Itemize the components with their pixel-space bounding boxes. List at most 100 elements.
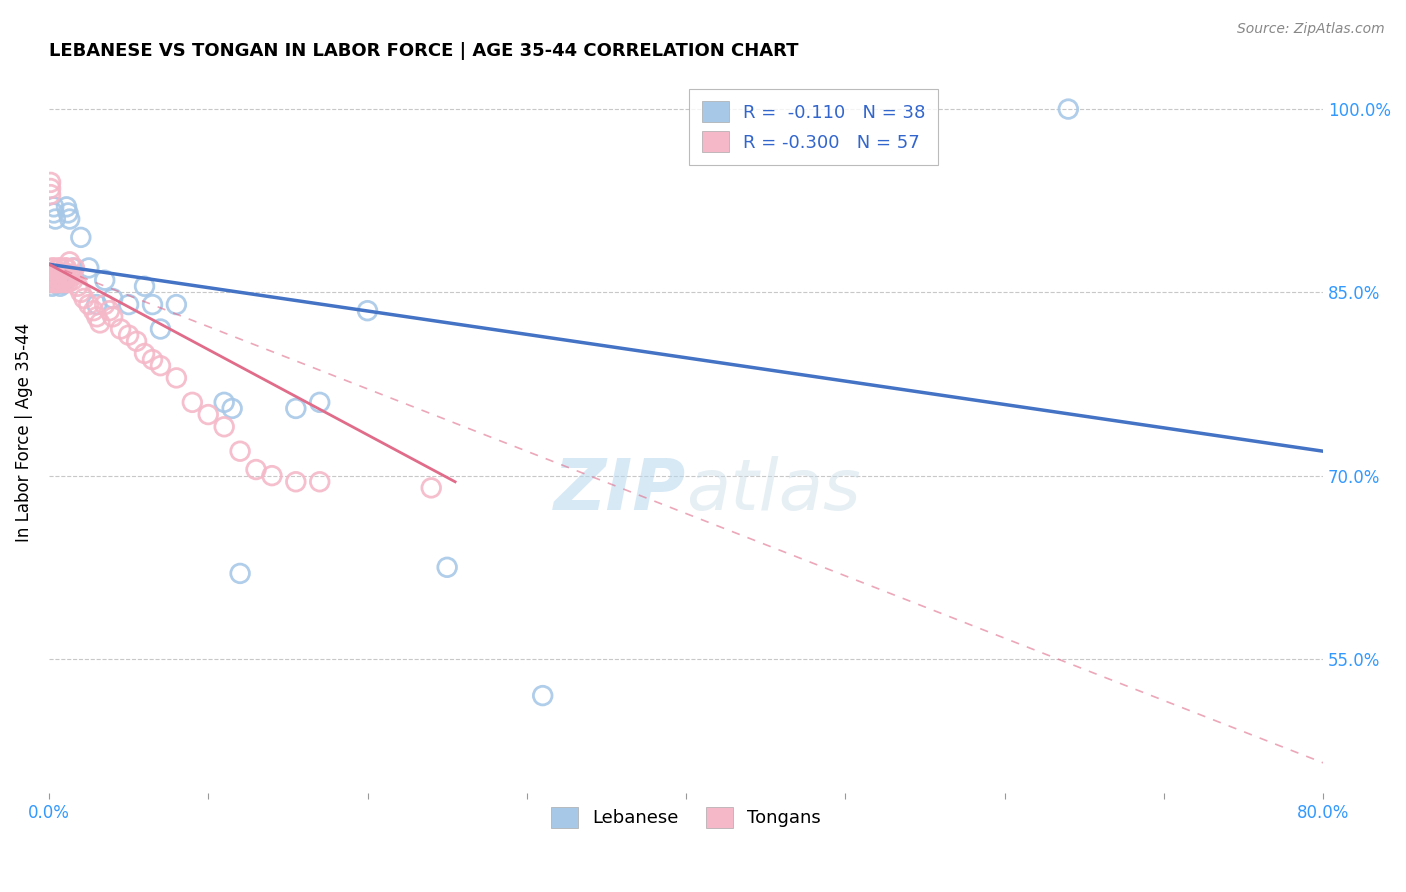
Point [39,187,62,202]
Point [308,395,330,409]
Point [48,270,70,285]
Point [45,263,67,277]
Point [42,206,65,220]
Point [41,276,63,290]
Point [149,322,172,336]
Point [59,212,82,227]
Point [134,279,156,293]
Point [41,273,63,287]
Point [41,260,63,275]
Point [86,310,108,324]
Point [42,260,65,275]
Point [45,273,67,287]
Point [59,255,82,269]
Point [49,260,72,275]
Point [69,285,91,300]
Point [53,267,76,281]
Point [39,276,62,290]
Point [212,395,235,409]
Text: atlas: atlas [686,456,860,525]
Point [41,267,63,281]
Point [48,267,70,281]
Point [56,276,79,290]
Point [39,181,62,195]
Point [308,475,330,489]
Point [212,419,235,434]
Point [56,206,79,220]
Point [73,292,96,306]
Point [260,468,283,483]
Point [117,328,139,343]
Point [48,260,70,275]
Point [141,297,163,311]
Point [134,346,156,360]
Point [1057,102,1080,116]
Point [93,273,115,287]
Point [110,322,132,336]
Point [229,444,252,458]
Point [53,273,76,287]
Point [45,270,67,285]
Point [165,297,187,311]
Point [51,270,73,285]
Point [245,462,267,476]
Point [42,200,65,214]
Point [229,566,252,581]
Point [284,401,307,416]
Y-axis label: In Labor Force | Age 35-44: In Labor Force | Age 35-44 [15,323,32,542]
Point [48,276,70,290]
Point [51,273,73,287]
Point [77,260,100,275]
Point [165,371,187,385]
Point [125,334,148,349]
Point [284,475,307,489]
Point [98,303,121,318]
Point [60,267,83,281]
Point [436,560,458,574]
Point [63,260,86,275]
Point [56,267,79,281]
Point [41,279,63,293]
Point [53,260,76,275]
Point [117,297,139,311]
Text: ZIP: ZIP [554,456,686,525]
Point [52,277,75,291]
Point [39,270,62,285]
Point [55,260,77,275]
Point [531,689,554,703]
Legend: Lebanese, Tongans: Lebanese, Tongans [544,799,828,835]
Point [93,297,115,311]
Point [86,297,108,311]
Point [45,270,67,285]
Point [49,279,72,293]
Point [141,352,163,367]
Point [66,279,89,293]
Point [420,481,443,495]
Point [51,273,73,287]
Point [356,303,378,318]
Point [52,273,75,287]
Point [197,408,219,422]
Text: Source: ZipAtlas.com: Source: ZipAtlas.com [1237,22,1385,37]
Point [83,303,105,318]
Point [101,292,124,306]
Point [44,212,66,227]
Point [49,276,72,290]
Point [55,270,77,285]
Point [53,276,76,290]
Point [45,276,67,290]
Point [42,273,65,287]
Point [55,200,77,214]
Point [39,175,62,189]
Point [149,359,172,373]
Point [89,316,111,330]
Point [69,230,91,244]
Point [221,401,243,416]
Point [101,310,124,324]
Point [77,297,100,311]
Point [44,276,66,290]
Point [62,260,84,275]
Point [62,273,84,287]
Text: LEBANESE VS TONGAN IN LABOR FORCE | AGE 35-44 CORRELATION CHART: LEBANESE VS TONGAN IN LABOR FORCE | AGE … [49,42,799,60]
Point [44,270,66,285]
